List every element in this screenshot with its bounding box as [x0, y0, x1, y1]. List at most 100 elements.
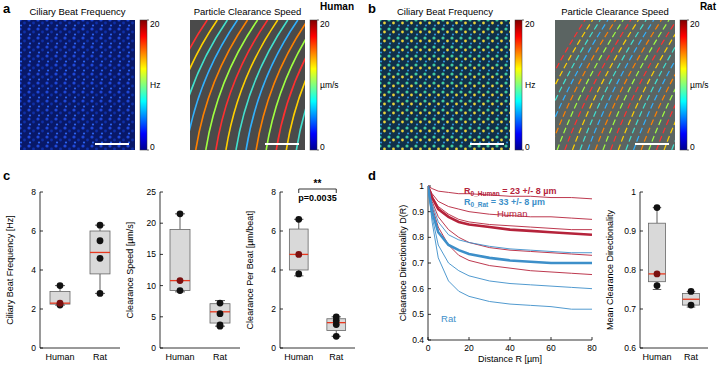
y-tick: [160, 285, 163, 286]
y-tick-label: 6: [271, 226, 276, 236]
colorbar-tick: [687, 20, 689, 21]
y-tick-label: 20: [147, 218, 157, 228]
y-tick-label: 0.8: [412, 232, 424, 242]
y-tick-label: 4: [271, 265, 276, 275]
panel-header: Human: [320, 1, 354, 12]
colorbar-tick-label: 20: [525, 19, 535, 29]
image-texture: [611, 20, 675, 150]
y-tick-label: 0.4: [412, 335, 424, 345]
x-tick-label: Human: [45, 352, 74, 362]
y-tick-label: 5: [151, 312, 156, 322]
colorbar: [680, 20, 687, 150]
y-tick: [280, 231, 283, 232]
p-value: p=0.0035: [298, 193, 336, 203]
colorbar-tick: [147, 20, 149, 21]
point: [57, 282, 64, 289]
image-texture: [618, 20, 675, 150]
colorbar-tick: [317, 20, 319, 21]
point: [295, 251, 302, 258]
x-axis: [280, 348, 355, 349]
y-tick-label: 6: [31, 226, 36, 236]
point: [97, 237, 104, 244]
y-tick: [160, 223, 163, 224]
y-tick: [40, 309, 43, 310]
y-tick: [428, 263, 431, 264]
panel-label: d: [368, 168, 376, 183]
y-tick-label: 4: [31, 265, 36, 275]
line: [428, 186, 592, 263]
panel-label: a: [3, 1, 11, 16]
colorbar-label: µm/s: [690, 80, 709, 90]
x-tick-label: Human: [284, 352, 313, 362]
y-axis-label: Clearance Directionality D(R): [398, 205, 408, 322]
y-tick-label: 0.5: [412, 309, 424, 319]
x-tick-label: Rat: [93, 352, 108, 362]
y-tick: [40, 231, 43, 232]
y-tick: [160, 316, 163, 317]
y-tick-label: 0.9: [412, 207, 424, 217]
image-area: [380, 20, 510, 150]
y-tick: [640, 270, 643, 271]
panel-header: Rat: [700, 1, 717, 12]
colorbar-tick-label: 0: [525, 142, 530, 152]
x-tick: [428, 337, 429, 340]
image-texture: [672, 20, 675, 150]
plot-area: [170, 210, 230, 329]
point: [217, 322, 224, 329]
median: [683, 299, 700, 300]
median: [90, 252, 110, 253]
y-axis-label: Clearance Speed [µm/s]: [125, 222, 135, 319]
image: [20, 20, 135, 150]
colorbar-tick: [317, 150, 319, 151]
image-texture: [572, 20, 638, 150]
colorbar-tick: [687, 150, 689, 151]
image-texture: [555, 20, 616, 150]
x-tick-label: 40: [505, 343, 515, 353]
annotation-subscript: 0_Rat: [471, 201, 490, 208]
significance-stars: **: [314, 178, 322, 189]
plot-area: [649, 204, 700, 308]
annotation-suffix: = 23 +/- 8 µm: [500, 186, 557, 196]
colorbar-tick-label: 0: [690, 142, 695, 152]
colorbar-tick: [147, 150, 149, 151]
y-tick-label: 1: [631, 187, 636, 197]
image-title: Ciliary Beat Frequency: [29, 6, 125, 17]
x-axis: [640, 348, 708, 349]
line: [428, 186, 592, 253]
colorbar-tick-label: 0: [150, 142, 155, 152]
y-tick: [640, 309, 643, 310]
y-tick-label: 8: [271, 187, 276, 197]
image-texture: [555, 20, 608, 150]
y-tick: [428, 340, 431, 341]
line: [428, 186, 592, 275]
panel-label: c: [3, 168, 10, 183]
image-texture: [565, 20, 631, 150]
y-tick: [640, 348, 643, 349]
image-title: Particle Clearance Speed: [194, 6, 302, 17]
image-texture: [580, 20, 646, 150]
y-tick: [160, 254, 163, 255]
colorbar: [515, 20, 522, 150]
x-tick-label: Rat: [329, 352, 344, 362]
y-axis: [160, 192, 161, 348]
colorbar-tick-label: 20: [690, 19, 700, 29]
box: [289, 229, 308, 270]
figure: a Human Ciliary Beat Frequency 0 20 Hz Particl…: [0, 0, 720, 375]
image: [190, 20, 305, 150]
image-area: [190, 20, 305, 150]
x-tick: [551, 337, 552, 340]
point: [688, 302, 695, 309]
y-tick: [640, 231, 643, 232]
point: [217, 300, 224, 307]
colorbar-label: Hz: [525, 80, 535, 90]
scale-bar: [470, 143, 504, 145]
box: [170, 229, 190, 290]
colorbar-label: Hz: [150, 80, 160, 90]
y-tick: [280, 348, 283, 349]
colorbar-label: µm/s: [320, 80, 339, 90]
colorbar-tick: [522, 150, 524, 151]
box: [90, 231, 110, 274]
x-tick-label: Human: [165, 352, 194, 362]
panel-label: b: [368, 1, 376, 16]
point: [177, 210, 184, 217]
